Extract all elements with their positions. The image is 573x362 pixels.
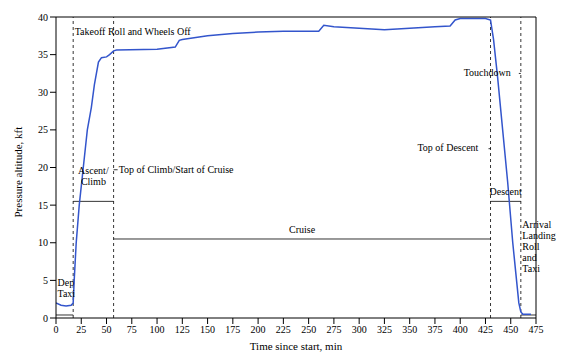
svg-text:425: 425	[478, 324, 493, 335]
svg-text:10: 10	[38, 237, 48, 248]
svg-text:35: 35	[38, 49, 48, 60]
svg-text:5: 5	[43, 275, 48, 286]
svg-text:25: 25	[76, 324, 86, 335]
svg-text:475: 475	[529, 324, 544, 335]
svg-text:Top of Climb/Start of Cruise: Top of Climb/Start of Cruise	[119, 164, 234, 175]
svg-text:DepTaxi: DepTaxi	[58, 277, 76, 299]
svg-text:325: 325	[377, 324, 392, 335]
svg-text:400: 400	[453, 324, 468, 335]
svg-text:Takeoff Roll and Wheels Off: Takeoff Roll and Wheels Off	[75, 26, 192, 37]
svg-text:15: 15	[38, 200, 48, 211]
svg-text:Pressure altitude, kft: Pressure altitude, kft	[12, 127, 24, 218]
svg-text:Descent: Descent	[490, 186, 522, 197]
svg-text:20: 20	[38, 162, 48, 173]
svg-text:450: 450	[503, 324, 518, 335]
svg-text:275: 275	[326, 324, 341, 335]
svg-text:Time since start, min: Time since start, min	[250, 340, 343, 352]
svg-text:125: 125	[175, 324, 190, 335]
svg-text:375: 375	[427, 324, 442, 335]
svg-text:0: 0	[43, 313, 48, 324]
svg-text:150: 150	[200, 324, 215, 335]
svg-text:Touchdown: Touchdown	[464, 67, 511, 78]
svg-text:40: 40	[38, 12, 48, 23]
svg-text:30: 30	[38, 87, 48, 98]
svg-text:300: 300	[352, 324, 367, 335]
svg-text:75: 75	[127, 324, 137, 335]
svg-text:225: 225	[276, 324, 291, 335]
svg-text:25: 25	[38, 124, 48, 135]
svg-text:50: 50	[102, 324, 112, 335]
svg-text:175: 175	[225, 324, 240, 335]
svg-text:100: 100	[150, 324, 165, 335]
svg-text:ArrivalLandingRollandTaxi: ArrivalLandingRollandTaxi	[522, 219, 555, 274]
svg-text:350: 350	[402, 324, 417, 335]
svg-text:Ascent/Climb: Ascent/Climb	[78, 165, 109, 187]
svg-text:0: 0	[54, 324, 59, 335]
svg-text:250: 250	[301, 324, 316, 335]
svg-text:Top of Descent: Top of Descent	[417, 142, 478, 153]
svg-text:Cruise: Cruise	[289, 224, 316, 235]
svg-text:200: 200	[251, 324, 266, 335]
